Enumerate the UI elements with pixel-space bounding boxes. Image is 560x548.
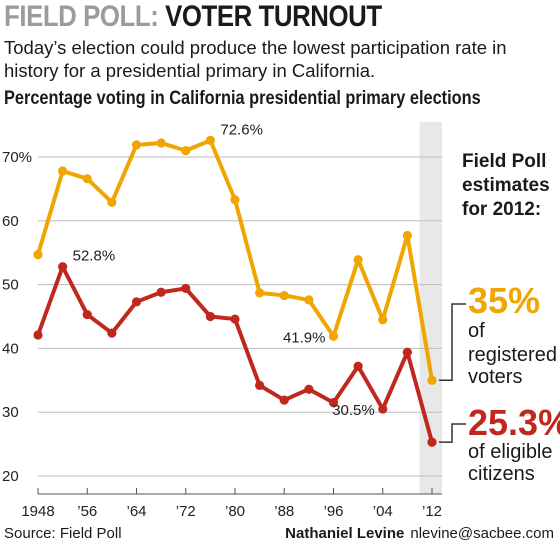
data-point: [131, 140, 142, 150]
data-label: 52.8%: [73, 248, 116, 265]
headline-kicker: FIELD POLL:: [4, 0, 159, 33]
chart-title: Percentage voting in California presiden…: [4, 88, 481, 109]
x-tick-label: ’72: [176, 503, 196, 520]
registered-of: of: [468, 320, 485, 342]
data-point: [82, 309, 92, 320]
data-point: [353, 361, 363, 371]
data-point: [181, 146, 191, 156]
x-tick-label: 1948: [21, 503, 54, 520]
data-point: [402, 230, 412, 241]
data-point: [181, 283, 191, 294]
source-note: Source: Field Poll: [4, 525, 122, 542]
data-point: [427, 375, 437, 385]
registered-estimate: 35% of registered voters: [468, 280, 560, 389]
x-tick-label: ’80: [225, 503, 245, 520]
eligible-label: of eligible citizens: [468, 441, 553, 485]
data-point: [304, 384, 314, 394]
data-label: 72.6%: [220, 121, 263, 138]
y-tick-label: 30: [2, 404, 19, 421]
y-tick-label: 40: [2, 340, 19, 357]
data-point: [402, 347, 412, 357]
data-point: [131, 297, 142, 307]
deck-text: Today’s election could produce the lowes…: [4, 37, 507, 81]
data-point: [107, 197, 117, 207]
y-tick-label: 20: [2, 468, 19, 485]
estimates-title: Field Poll estimates for 2012:: [462, 151, 550, 220]
callout-line-registered: [439, 303, 466, 382]
data-point: [304, 295, 314, 305]
data-point: [255, 288, 265, 298]
eligible-estimate: 25.3% of eligible citizens: [468, 402, 560, 486]
x-tick-label: ’12: [422, 503, 442, 520]
data-point: [328, 398, 339, 408]
eligible-pct: 25.3%: [468, 402, 560, 443]
highlight-2012-band: [419, 122, 442, 494]
registered-label: registered voters: [468, 344, 557, 388]
credit: Nathaniel Levine nlevine@sacbee.com: [285, 525, 554, 542]
data-point: [230, 195, 240, 205]
headline: FIELD POLL: VOTER TURNOUT: [4, 0, 382, 34]
x-tick-label: ’88: [274, 503, 294, 520]
data-point: [279, 395, 289, 405]
data-point: [33, 330, 43, 340]
headline-title: VOTER TURNOUT: [165, 0, 382, 33]
data-point: [255, 380, 265, 391]
x-tick-label: ’96: [323, 503, 343, 520]
data-point: [427, 437, 437, 447]
data-point: [205, 135, 215, 146]
x-tick-label: ’04: [373, 503, 393, 520]
data-label: 30.5%: [332, 402, 375, 419]
data-point: [279, 290, 289, 301]
author-name: Nathaniel Levine: [285, 525, 405, 542]
data-point: [353, 255, 363, 265]
data-point: [205, 311, 215, 322]
data-point: [82, 174, 92, 184]
callout-line-eligible: [439, 423, 466, 443]
data-point: [107, 328, 117, 338]
y-tick-label: 50: [2, 277, 19, 294]
data-point: [33, 250, 43, 260]
data-point: [156, 287, 166, 297]
data-point: [328, 331, 339, 341]
data-label: 41.9%: [283, 329, 326, 346]
data-point: [378, 315, 388, 325]
data-point: [156, 138, 166, 148]
author-email[interactable]: nlevine@sacbee.com: [410, 525, 554, 542]
data-point: [378, 404, 388, 414]
data-point: [58, 166, 68, 176]
x-tick-label: ’64: [126, 503, 146, 520]
y-tick-label: 70%: [2, 149, 32, 166]
registered-pct: 35%: [468, 280, 541, 321]
y-tick-label: 60: [2, 213, 19, 230]
data-point: [230, 314, 240, 324]
x-tick-label: ’56: [77, 503, 97, 520]
data-point: [58, 262, 68, 272]
